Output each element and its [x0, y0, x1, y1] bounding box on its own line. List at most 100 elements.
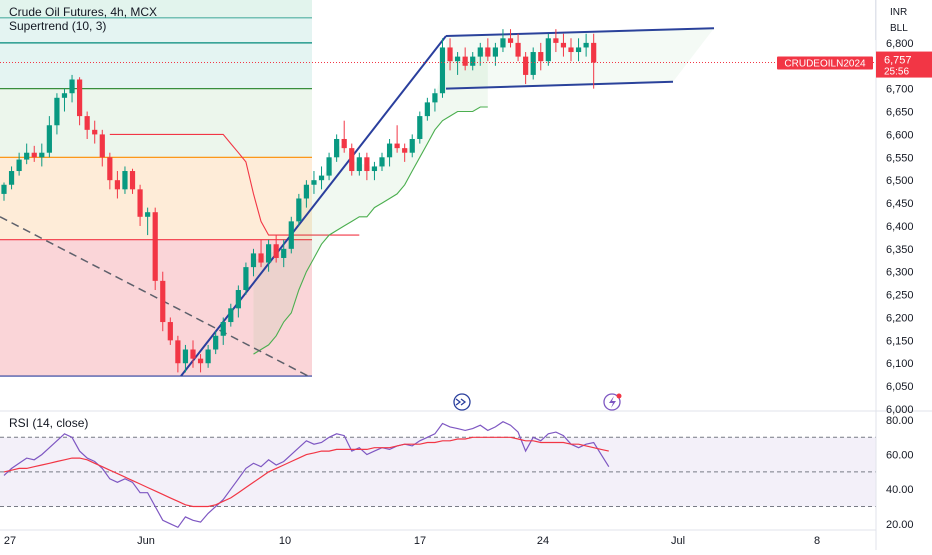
candle-body: [349, 148, 355, 172]
fib-zone: [0, 0, 312, 18]
rsi-line: [3, 421, 610, 529]
rsi-legend[interactable]: RSI (14, close): [9, 416, 89, 430]
candle-body: [288, 221, 294, 249]
axis-header[interactable]: INR BLL: [875, 0, 932, 40]
supertrend-legend[interactable]: Supertrend (10, 3): [9, 19, 107, 33]
candle-body: [364, 157, 370, 172]
price-tick-label: 6,450: [886, 198, 914, 210]
candle-body: [213, 335, 219, 350]
candle-body: [462, 56, 468, 66]
currency-label: INR: [890, 7, 908, 18]
candle-body: [326, 157, 332, 176]
candle-body: [39, 152, 45, 158]
unit-label: BLL: [890, 23, 908, 34]
alert-dot: [616, 393, 622, 399]
candle-body: [591, 42, 597, 63]
rising-trendline: [180, 35, 447, 377]
candle-body: [470, 56, 476, 66]
candle-body: [507, 38, 514, 43]
time-tick-label: 27: [4, 535, 16, 547]
candle-body: [409, 138, 415, 153]
candle-body: [402, 148, 408, 153]
supertrend-fill: [253, 52, 488, 355]
candle-body: [69, 79, 75, 94]
supertrend-line: [253, 106, 488, 355]
candle-body: [250, 253, 257, 268]
price-tick-label: 6,000: [886, 404, 914, 416]
countdown-label: 25:56: [884, 67, 909, 78]
candle-body: [386, 143, 393, 158]
candle-body: [258, 253, 264, 263]
candle-body: [160, 280, 166, 323]
chart-title: Crude Oil Futures, 4h, MCX: [9, 5, 158, 19]
candle-body: [99, 134, 105, 158]
candle-body: [560, 42, 567, 48]
candle-body: [266, 244, 272, 263]
candle-body: [530, 52, 536, 75]
candle-body: [371, 166, 378, 172]
candle-body: [54, 97, 60, 126]
price-tick-label: 6,700: [886, 84, 914, 96]
time-tick-label: Jun: [137, 535, 155, 547]
candle-body: [61, 93, 68, 98]
channel-lower-line: [445, 80, 674, 90]
candle-body: [31, 152, 37, 158]
price-tick-label: 6,400: [886, 221, 914, 233]
candle-body: [568, 47, 574, 53]
candle-body: [356, 157, 362, 172]
price-tick-label: 6,150: [886, 335, 914, 347]
rsi-tick-label: 40.00: [886, 484, 914, 496]
time-tick-label: 8: [814, 535, 820, 547]
candle-body: [455, 56, 461, 62]
candle-body: [122, 171, 128, 190]
candle-body: [152, 212, 158, 281]
candle-body: [334, 138, 340, 158]
price-tick-label: 6,650: [886, 107, 914, 119]
candle-body: [145, 212, 151, 217]
supertrend-line: [109, 133, 360, 236]
candle-body: [553, 38, 559, 43]
price-tick-label: 6,300: [886, 267, 914, 279]
candle-body: [92, 129, 98, 135]
candle-body: [243, 267, 249, 291]
candle-body: [1, 184, 7, 194]
price-tick-label: 6,250: [886, 290, 914, 302]
candle-body: [538, 52, 544, 62]
rsi-tick-label: 20.00: [886, 519, 914, 531]
candle-body: [439, 47, 446, 94]
candle-body: [575, 47, 582, 53]
fast-forward-icon: [453, 393, 471, 411]
candle-body: [129, 171, 136, 190]
candle-body: [220, 322, 226, 336]
candle-body: [137, 189, 143, 217]
time-tick-label: 24: [537, 535, 549, 547]
candle-body: [84, 116, 90, 130]
candle-body: [296, 198, 302, 222]
price-label-bg: [876, 51, 932, 78]
fib-zone: [0, 17, 312, 89]
channel-upper-line: [445, 27, 715, 38]
time-tick-label: Jul: [671, 535, 685, 547]
time-tick-label: 17: [414, 535, 426, 547]
rsi-tick-label: 80.00: [886, 415, 914, 427]
candle-body: [46, 125, 52, 153]
candle-body: [477, 47, 483, 57]
price-tick-label: 6,600: [886, 129, 914, 141]
time-tick-label: 10: [279, 535, 291, 547]
candle-body: [515, 42, 521, 57]
symbol-label-bg: [777, 56, 873, 70]
price-tick-label: 6,500: [886, 175, 914, 187]
candle-body: [235, 290, 241, 309]
candle-body: [523, 56, 529, 75]
price-label: 6,757: [884, 55, 912, 67]
fast-forward-icon: [455, 398, 467, 406]
fib-zone: [0, 88, 312, 158]
price-tick-label: 6,550: [886, 152, 914, 164]
price-tick-label: 6,100: [886, 358, 914, 370]
price-tick-label: 6,050: [886, 381, 914, 393]
candle-body: [77, 79, 83, 117]
dashed-trendline: [0, 216, 311, 378]
candle-body: [175, 340, 181, 364]
